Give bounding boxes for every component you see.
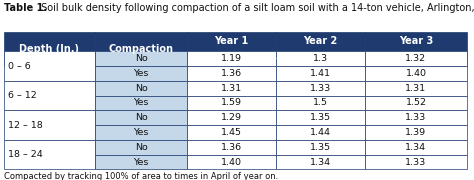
Bar: [4, 51, 95, 81]
Bar: [4, 110, 95, 140]
Bar: [365, 81, 467, 96]
Bar: [365, 51, 467, 66]
Text: 1.34: 1.34: [310, 158, 331, 166]
Bar: [187, 140, 276, 155]
Text: No: No: [135, 143, 147, 152]
Bar: [276, 110, 365, 125]
Bar: [95, 155, 187, 169]
Text: 1.35: 1.35: [310, 113, 331, 122]
Bar: [4, 140, 95, 169]
Bar: [95, 51, 187, 66]
Text: Yes: Yes: [133, 98, 149, 107]
Bar: [365, 125, 467, 140]
Text: Compacted by tracking 100% of area to times in April of year on.: Compacted by tracking 100% of area to ti…: [4, 172, 278, 180]
Text: Soil bulk density following compaction of a silt loam soil with a 14-ton vehicle: Soil bulk density following compaction o…: [38, 3, 474, 13]
Bar: [187, 31, 276, 51]
Text: 1.59: 1.59: [221, 98, 242, 107]
Text: 1.41: 1.41: [310, 69, 331, 78]
Bar: [276, 96, 365, 110]
Text: 1.32: 1.32: [405, 54, 427, 63]
Bar: [276, 66, 365, 81]
Text: Yes: Yes: [133, 158, 149, 166]
Bar: [95, 125, 187, 140]
Text: Compaction: Compaction: [109, 44, 173, 54]
Bar: [365, 66, 467, 81]
Text: No: No: [135, 54, 147, 63]
Bar: [187, 110, 276, 125]
Bar: [4, 81, 95, 110]
Text: No: No: [135, 113, 147, 122]
Text: 1.45: 1.45: [221, 128, 242, 137]
Bar: [4, 31, 95, 66]
Bar: [276, 140, 365, 155]
Bar: [276, 81, 365, 96]
Text: 1.40: 1.40: [405, 69, 427, 78]
Bar: [276, 125, 365, 140]
Bar: [365, 31, 467, 51]
Bar: [365, 110, 467, 125]
Text: 18 – 24: 18 – 24: [8, 150, 42, 159]
Text: Yes: Yes: [133, 69, 149, 78]
Bar: [95, 81, 187, 96]
Bar: [187, 155, 276, 169]
Text: 6 – 12: 6 – 12: [8, 91, 36, 100]
Text: 1.33: 1.33: [310, 84, 331, 93]
Text: 1.29: 1.29: [221, 113, 242, 122]
Text: Year 2: Year 2: [303, 36, 337, 46]
Bar: [365, 140, 467, 155]
Text: 1.44: 1.44: [310, 128, 331, 137]
Bar: [187, 125, 276, 140]
Bar: [276, 155, 365, 169]
Text: No: No: [135, 84, 147, 93]
Text: Year 1: Year 1: [214, 36, 249, 46]
Text: 1.3: 1.3: [313, 54, 328, 63]
Bar: [95, 140, 187, 155]
Text: 1.34: 1.34: [405, 143, 427, 152]
Bar: [187, 51, 276, 66]
Text: 1.40: 1.40: [221, 158, 242, 166]
Text: Depth (In.): Depth (In.): [19, 44, 79, 54]
Text: 1.31: 1.31: [405, 84, 427, 93]
Bar: [365, 155, 467, 169]
Bar: [95, 31, 187, 66]
Bar: [187, 66, 276, 81]
Text: 1.36: 1.36: [221, 143, 242, 152]
Bar: [187, 51, 467, 66]
Text: 0 – 6: 0 – 6: [8, 62, 30, 71]
Text: 1.39: 1.39: [405, 128, 427, 137]
Bar: [95, 110, 187, 125]
Text: 1.52: 1.52: [405, 98, 427, 107]
Bar: [276, 51, 365, 66]
Bar: [187, 96, 276, 110]
Text: 12 – 18: 12 – 18: [8, 121, 42, 130]
Bar: [365, 96, 467, 110]
Bar: [95, 66, 187, 81]
Text: 1.5: 1.5: [313, 98, 328, 107]
Text: 1.19: 1.19: [221, 54, 242, 63]
Bar: [95, 96, 187, 110]
Text: 1.31: 1.31: [221, 84, 242, 93]
Bar: [187, 81, 276, 96]
Bar: [276, 31, 365, 51]
Text: Table 1.: Table 1.: [4, 3, 47, 13]
Text: 1.33: 1.33: [405, 113, 427, 122]
Text: 1.35: 1.35: [310, 143, 331, 152]
Text: ------------ g/cc ------------: ------------ g/cc ------------: [276, 54, 378, 63]
Text: Year 3: Year 3: [399, 36, 433, 46]
Text: 1.33: 1.33: [405, 158, 427, 166]
Text: Yes: Yes: [133, 128, 149, 137]
Text: 1.36: 1.36: [221, 69, 242, 78]
